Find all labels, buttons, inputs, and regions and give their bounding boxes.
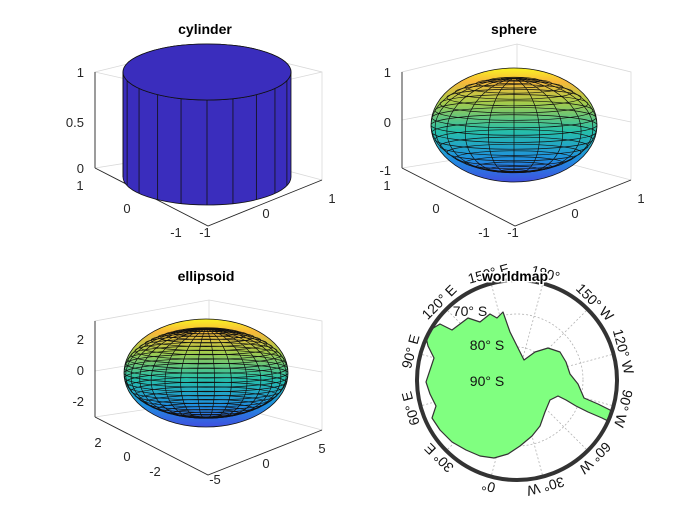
x-tick-0: 0 [262,456,269,471]
y-tick-neg1: -1 [478,225,490,240]
ellipsoid-mesh [124,327,288,419]
z-tick-0: 0 [384,115,391,130]
lat-label-90s: 90° S [470,373,504,389]
lat-label-80s: 80° S [470,337,504,353]
cylinder-facets [122,72,288,205]
x-tick-neg1: -1 [507,225,519,240]
mesh-longitude-line [513,77,582,173]
z-tick-2: 2 [77,332,84,347]
subplot-ellipsoid: ellipsoid 2 0 -2 2 0 -2 -5 0 5 [72,268,325,487]
chart-title-ellipsoid: ellipsoid [178,268,235,284]
z-tick-0: 0 [77,161,84,176]
lat-label-70s: 70° S [453,303,487,319]
map-frame [415,278,619,482]
x-tick-0: 0 [571,206,578,221]
y-tick-0: 0 [432,201,439,216]
map-latitude-circle [450,313,584,447]
mesh-longitude-line [205,328,273,418]
y-tick-0: 0 [123,201,130,216]
z-tick-0.5: 0.5 [66,115,84,130]
y-tick-1: 1 [76,178,83,193]
z-tick-1: 1 [77,65,84,80]
mesh-longitude-line [488,77,515,174]
lon-label: 0° [480,477,497,496]
mesh-longitude-line [205,328,215,419]
mesh-longitude-line [205,328,262,419]
sphere-surface [430,67,598,183]
mesh-latitude-line [124,362,288,384]
mesh-longitude-line [197,328,207,419]
lon-label: 180° [529,262,561,285]
mesh-longitude-line [124,328,207,418]
mesh-longitude-line [180,328,207,419]
chart-title-cylinder: cylinder [178,21,232,37]
y-tick-2: 2 [94,435,101,450]
z-tick-neg1: -1 [379,163,391,178]
subplot-sphere: sphere -1 0 1 1 0 -1 -1 0 1 [379,21,644,240]
mesh-longitude-line [513,77,594,173]
x-tick-neg1: -1 [199,225,211,240]
mesh-longitude-line [205,328,248,419]
mesh-longitude-line [125,328,207,418]
mesh-longitude-line [205,328,232,419]
z-tick-neg2: -2 [72,394,84,409]
y-tick-neg2: -2 [149,464,161,479]
z-tick-0: 0 [77,363,84,378]
chart-title-worldmap: worldmap [481,268,548,284]
map-labels: 70° S 80° S 90° S [453,303,504,389]
mesh-longitude-line [513,77,564,173]
x-tick-neg5: -5 [209,472,221,487]
ellipsoid-surface [123,318,289,428]
x-tick-1: 1 [328,191,335,206]
x-tick-0: 0 [262,206,269,221]
z-tick-1: 1 [384,65,391,80]
mesh-longitude-line [513,77,540,174]
mesh-longitude-line [434,77,515,173]
subplot-cylinder: cylinder 0 0.5 1 1 0 -1 -1 0 1 [66,21,336,240]
x-tick-5: 5 [318,441,325,456]
mesh-longitude-line [205,328,282,418]
mesh-longitude-line [431,77,515,173]
sphere-mesh [431,76,597,174]
y-tick-neg1: -1 [170,225,182,240]
antarctica-landmass [424,311,617,459]
y-tick-0: 0 [123,449,130,464]
chart-title-sphere: sphere [491,21,537,37]
x-tick-1: 1 [637,191,644,206]
y-tick-1: 1 [383,178,390,193]
